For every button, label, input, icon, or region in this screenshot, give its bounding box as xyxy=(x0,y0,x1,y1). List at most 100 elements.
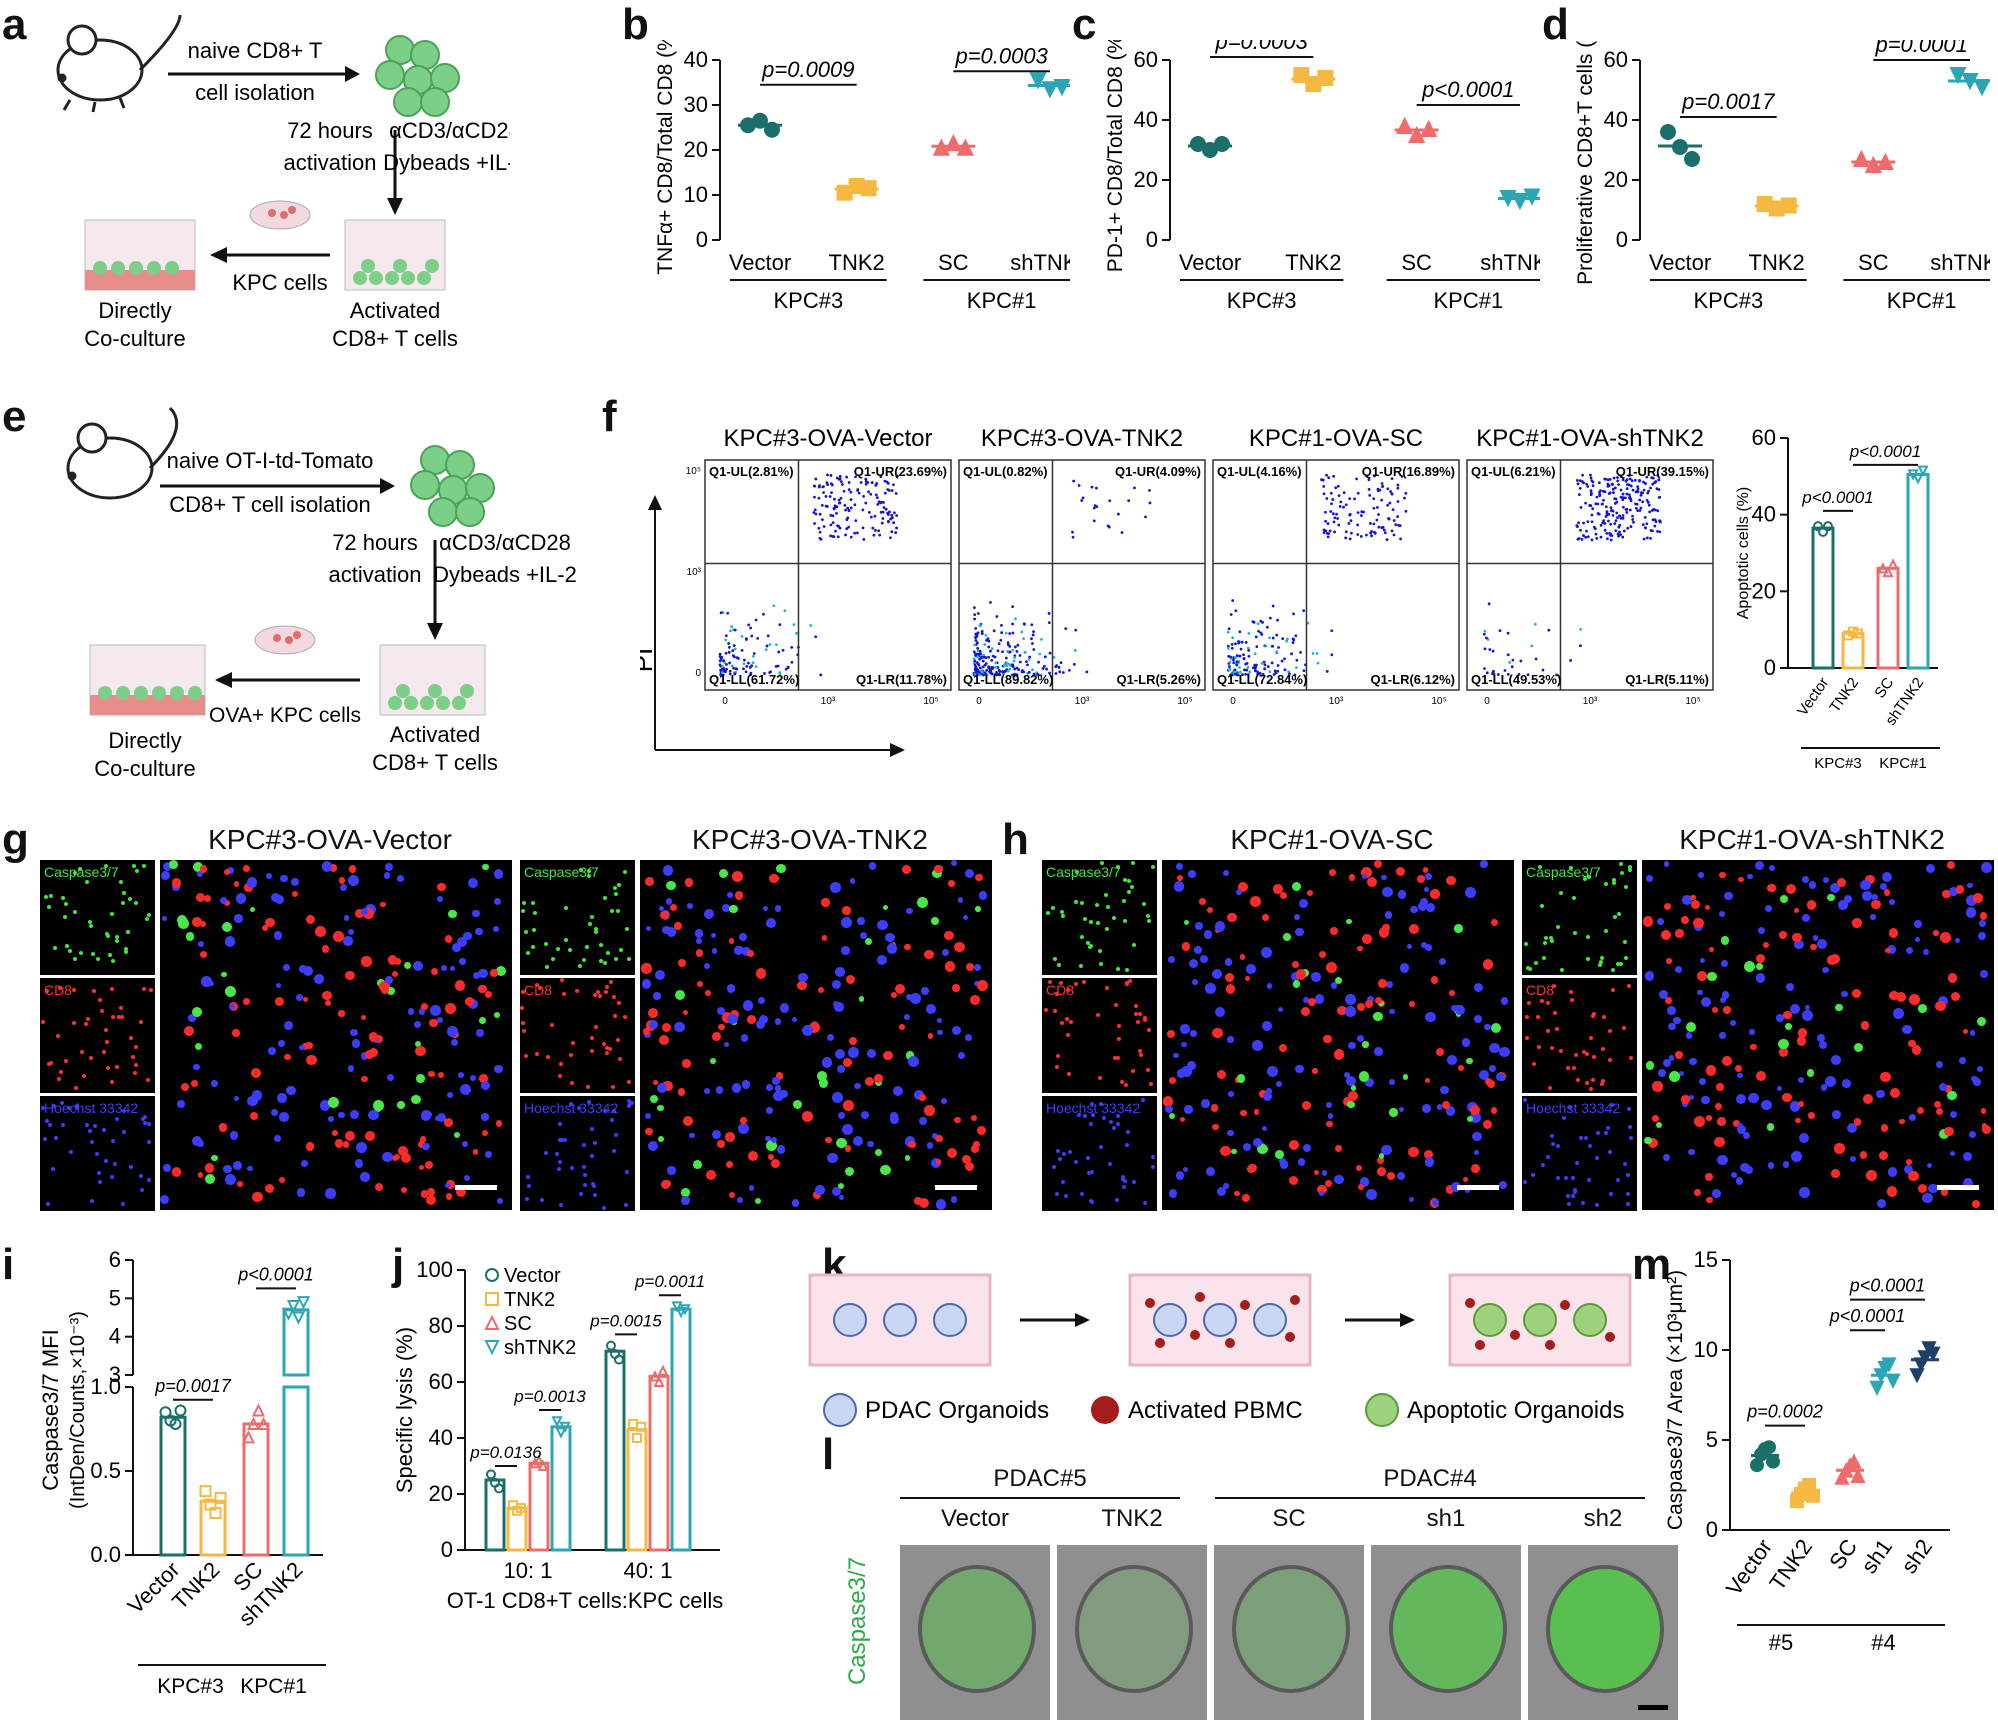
cell-dot xyxy=(1124,980,1129,985)
flow-dot xyxy=(1011,631,1015,635)
cell-dot xyxy=(1675,929,1685,938)
flow-dot xyxy=(1247,654,1251,658)
cell-dot xyxy=(1681,915,1690,924)
k-legend-2: Apoptotic Organoids xyxy=(1407,1397,1624,1424)
cell-dot xyxy=(1348,1091,1359,1102)
cell-dot xyxy=(1761,1099,1772,1111)
flow-dot xyxy=(1003,663,1006,667)
flow-dot xyxy=(868,511,871,514)
cell-dot xyxy=(1464,1187,1471,1194)
flow-dot xyxy=(1526,673,1530,677)
cell-dot xyxy=(1841,990,1848,998)
cell-dot xyxy=(1068,1149,1073,1154)
flow-dot xyxy=(1092,519,1096,523)
cell-dot xyxy=(397,1146,409,1157)
flow-dot xyxy=(1288,672,1291,676)
marker-tnk2 xyxy=(632,1433,642,1443)
cell-dot xyxy=(1880,1071,1891,1083)
x-axis-label: OT-1 CD8+T cells:KPC cells xyxy=(447,1588,724,1613)
flow-dot xyxy=(732,644,736,647)
cell-dot xyxy=(766,1107,773,1115)
channel-panel-g-0-1: CD8 xyxy=(40,978,155,1093)
cell-dot xyxy=(826,1033,835,1042)
cell-dot xyxy=(347,928,355,936)
flow-dot xyxy=(1022,622,1026,626)
flow-dot xyxy=(747,661,750,665)
flow-dot xyxy=(1229,613,1233,616)
cell-dot xyxy=(1489,1042,1501,1054)
cell-dot xyxy=(1098,949,1103,954)
cell-dot xyxy=(1136,1020,1141,1025)
flow-dot xyxy=(894,492,898,495)
quadrant-lr: Q1-LR(11.78%) xyxy=(856,672,947,687)
cell-dot xyxy=(533,910,538,915)
well-apoptotic xyxy=(1448,1273,1632,1367)
cell-dot xyxy=(558,1202,563,1207)
cell-dot xyxy=(418,1165,425,1171)
flow-dot xyxy=(727,650,731,654)
cell-dot xyxy=(1089,919,1094,924)
flow-dot xyxy=(1608,477,1612,481)
cell-dot xyxy=(703,1087,710,1094)
cell-dot xyxy=(342,1141,350,1149)
cell-dot xyxy=(305,1142,314,1151)
flow-dot xyxy=(849,535,853,539)
y-tick-label: 20 xyxy=(1752,578,1776,603)
cell-dot xyxy=(1962,1029,1968,1035)
y-tick-label: 10 xyxy=(684,182,708,207)
cell-dot xyxy=(729,904,738,914)
cell-dot xyxy=(972,1140,980,1148)
flow-dot xyxy=(981,665,985,669)
cell-dot xyxy=(522,1029,527,1034)
cell-dot xyxy=(1543,940,1548,945)
cell-dot xyxy=(1356,1003,1365,1012)
flow-dot xyxy=(1576,525,1579,529)
cell-dot xyxy=(1647,1137,1659,1149)
cell-dot xyxy=(1782,1160,1790,1168)
cell-dot xyxy=(1595,1203,1600,1208)
cell-dot xyxy=(1262,1091,1272,1101)
x-tick-label: shTNK2 xyxy=(1480,250,1540,275)
cell-dot xyxy=(1604,882,1609,887)
flow-dot xyxy=(1389,490,1392,493)
cell-dot xyxy=(827,1152,838,1164)
cell-dot xyxy=(1955,884,1965,894)
cell-dot xyxy=(906,907,913,915)
cell-dot xyxy=(65,943,70,948)
cell-dot xyxy=(1143,1200,1148,1205)
flow-dot xyxy=(1627,474,1631,477)
cell-dot xyxy=(44,989,49,994)
cell-dot xyxy=(1571,1194,1576,1199)
flow-dot xyxy=(1631,518,1635,521)
cell-dot xyxy=(1253,1109,1260,1115)
p-value-label: p<0.0001 xyxy=(1849,442,1921,461)
cell-dot xyxy=(1335,976,1342,984)
cell-dot xyxy=(605,1046,610,1051)
flow-dot xyxy=(1015,673,1019,677)
cell-dot xyxy=(1681,894,1692,905)
marker-sc xyxy=(537,1459,549,1471)
flow-dot xyxy=(1000,670,1004,674)
cell-dot xyxy=(791,1199,800,1207)
flow-dot xyxy=(1057,665,1061,669)
cell-dot xyxy=(977,980,988,992)
channel-label: Hoechst 33342 xyxy=(44,1100,139,1116)
cell-dot xyxy=(662,865,674,876)
flow-dot xyxy=(880,521,884,525)
cell-dot xyxy=(603,896,608,901)
cell-dot xyxy=(1852,918,1862,928)
flow-dot xyxy=(1506,631,1510,635)
cell-dot xyxy=(934,864,943,873)
flow-dot xyxy=(846,516,850,520)
flow-dot xyxy=(1626,526,1630,530)
cell-dot xyxy=(1357,1035,1365,1042)
cell-dot xyxy=(1377,979,1387,989)
cell-dot xyxy=(1838,900,1848,910)
cell-dot xyxy=(951,1025,962,1036)
cell-dot xyxy=(1689,1057,1697,1066)
cell-dot xyxy=(970,1144,979,1153)
cell-dot xyxy=(1441,1100,1451,1109)
cell-dot xyxy=(1600,955,1605,960)
cell-dot xyxy=(1776,1085,1782,1092)
